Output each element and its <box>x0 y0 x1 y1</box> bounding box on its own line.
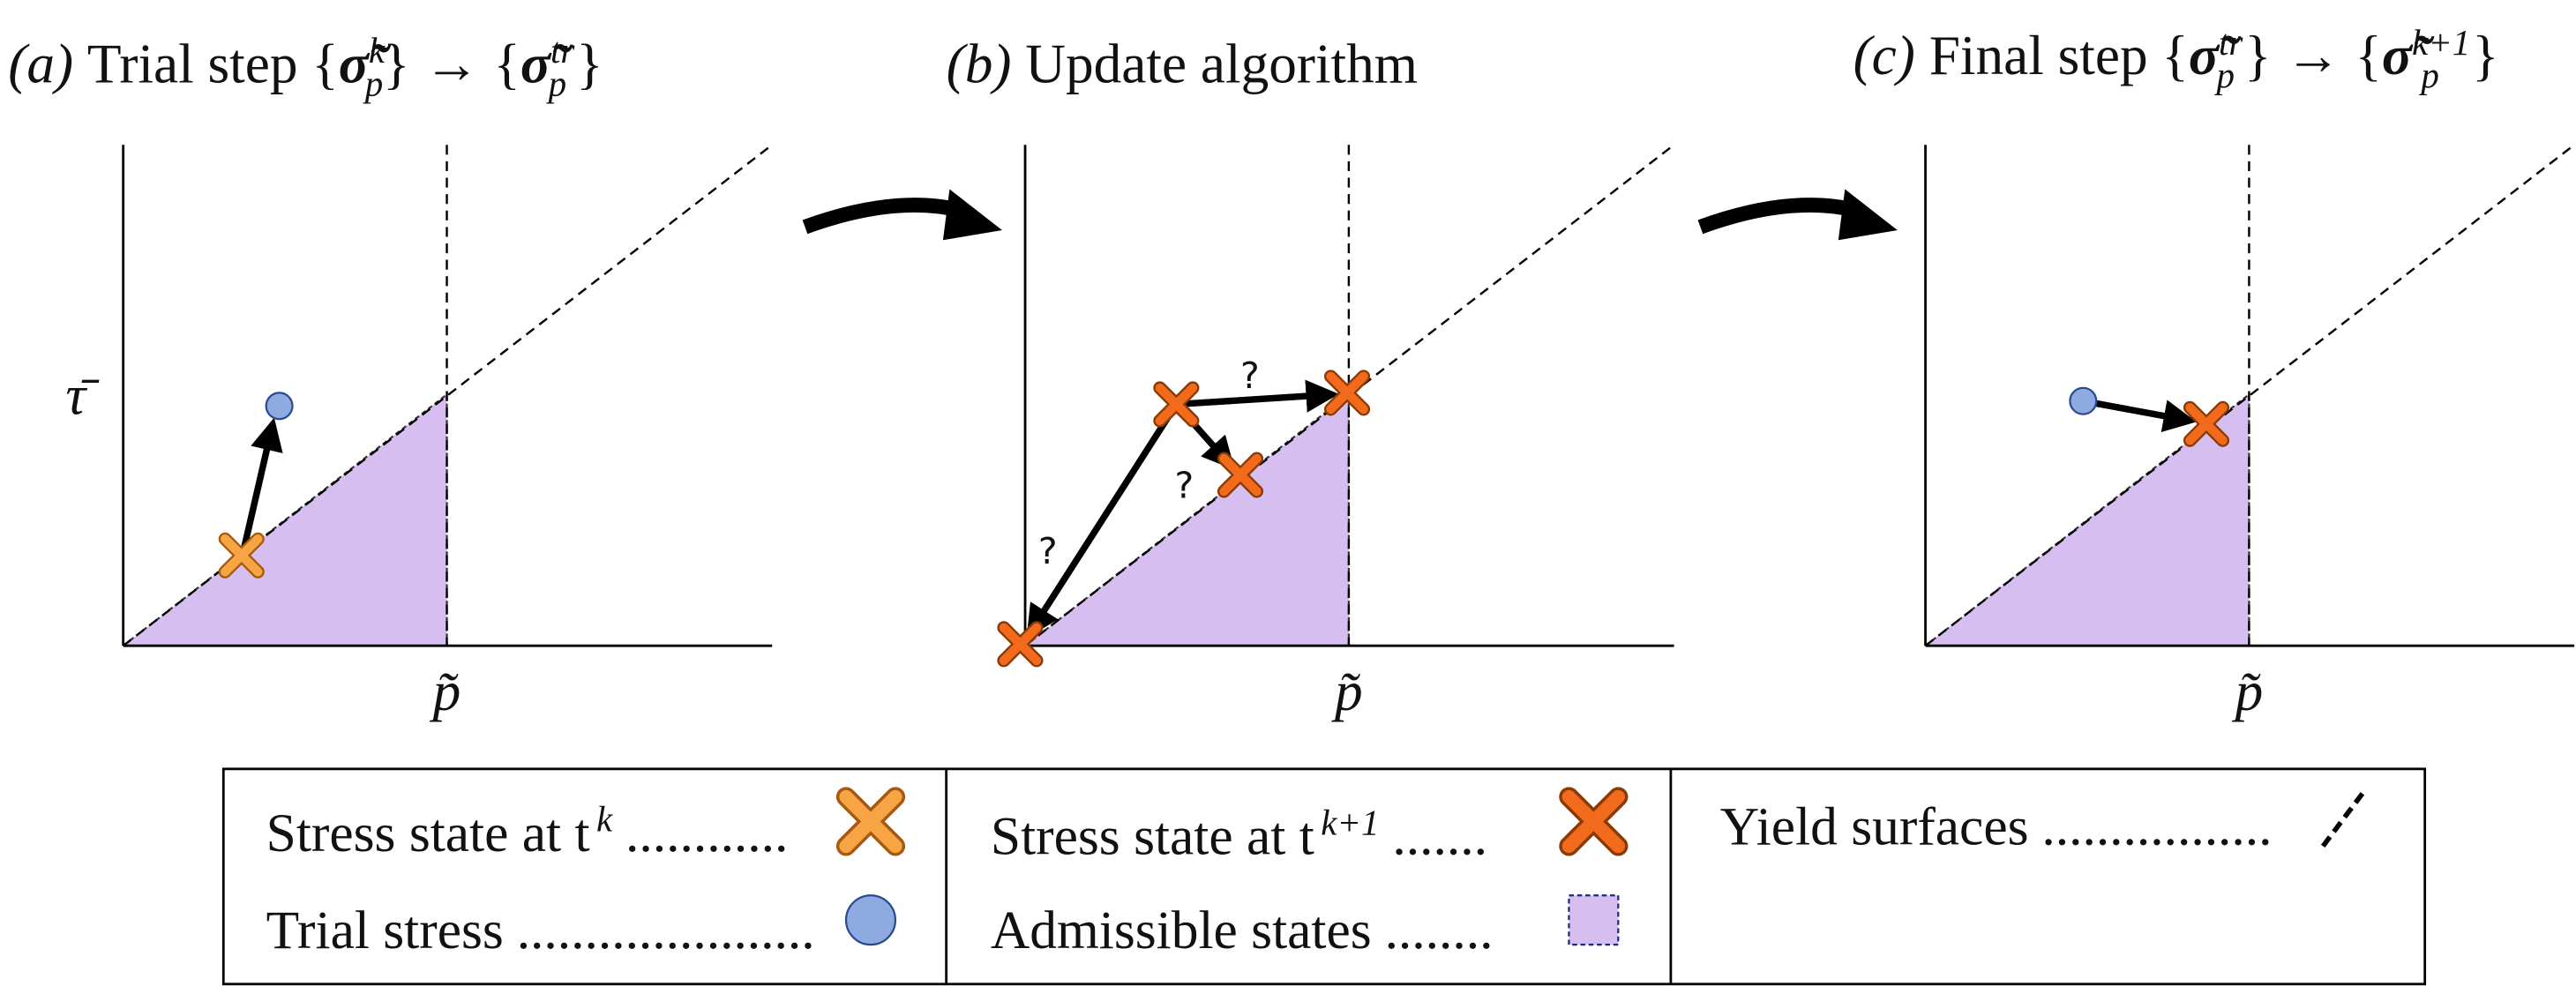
panel-title: (a) Trial step {σ̃k p} → {σ̃tr p} <box>8 30 603 103</box>
transition-arrow <box>1697 189 1898 241</box>
arrow <box>1026 402 1179 639</box>
panel-title: (b) Update algorithm <box>947 33 1418 94</box>
legend-label: Admissible states........ <box>991 900 1494 960</box>
arrow <box>239 417 283 553</box>
x-axis-label: p̃ <box>2232 661 2264 722</box>
circle-marker <box>2069 386 2098 415</box>
x-axis-label: p̃ <box>1331 661 1363 722</box>
x-axis-label: p̃ <box>430 661 461 722</box>
panel-title: (c) Final step {σ̃tr p} → {σ̃k+1 p} <box>1853 22 2499 95</box>
transition-arrow <box>802 189 1002 241</box>
question-mark: ? <box>1175 465 1194 507</box>
legend-label: Stress state at t k+1....... <box>991 802 1487 866</box>
legend-label: Trial stress...................... <box>266 900 815 960</box>
question-mark: ? <box>1038 530 1058 572</box>
arrow <box>1176 379 1339 413</box>
question-mark: ? <box>1240 355 1260 397</box>
panel-c <box>1922 144 2575 647</box>
legend-label: Yield surfaces................. <box>1720 797 2273 857</box>
legend: Stress state at t k............ Trial str… <box>221 767 2427 986</box>
circle-marker <box>265 392 294 421</box>
legend-label: Stress state at t k............ <box>266 799 789 863</box>
legend-circle <box>844 894 897 946</box>
arrow <box>2082 398 2197 432</box>
legend-swatch <box>1568 894 1620 946</box>
y-axis-label: τ̄ <box>65 365 100 427</box>
legend-line <box>2320 792 2365 848</box>
